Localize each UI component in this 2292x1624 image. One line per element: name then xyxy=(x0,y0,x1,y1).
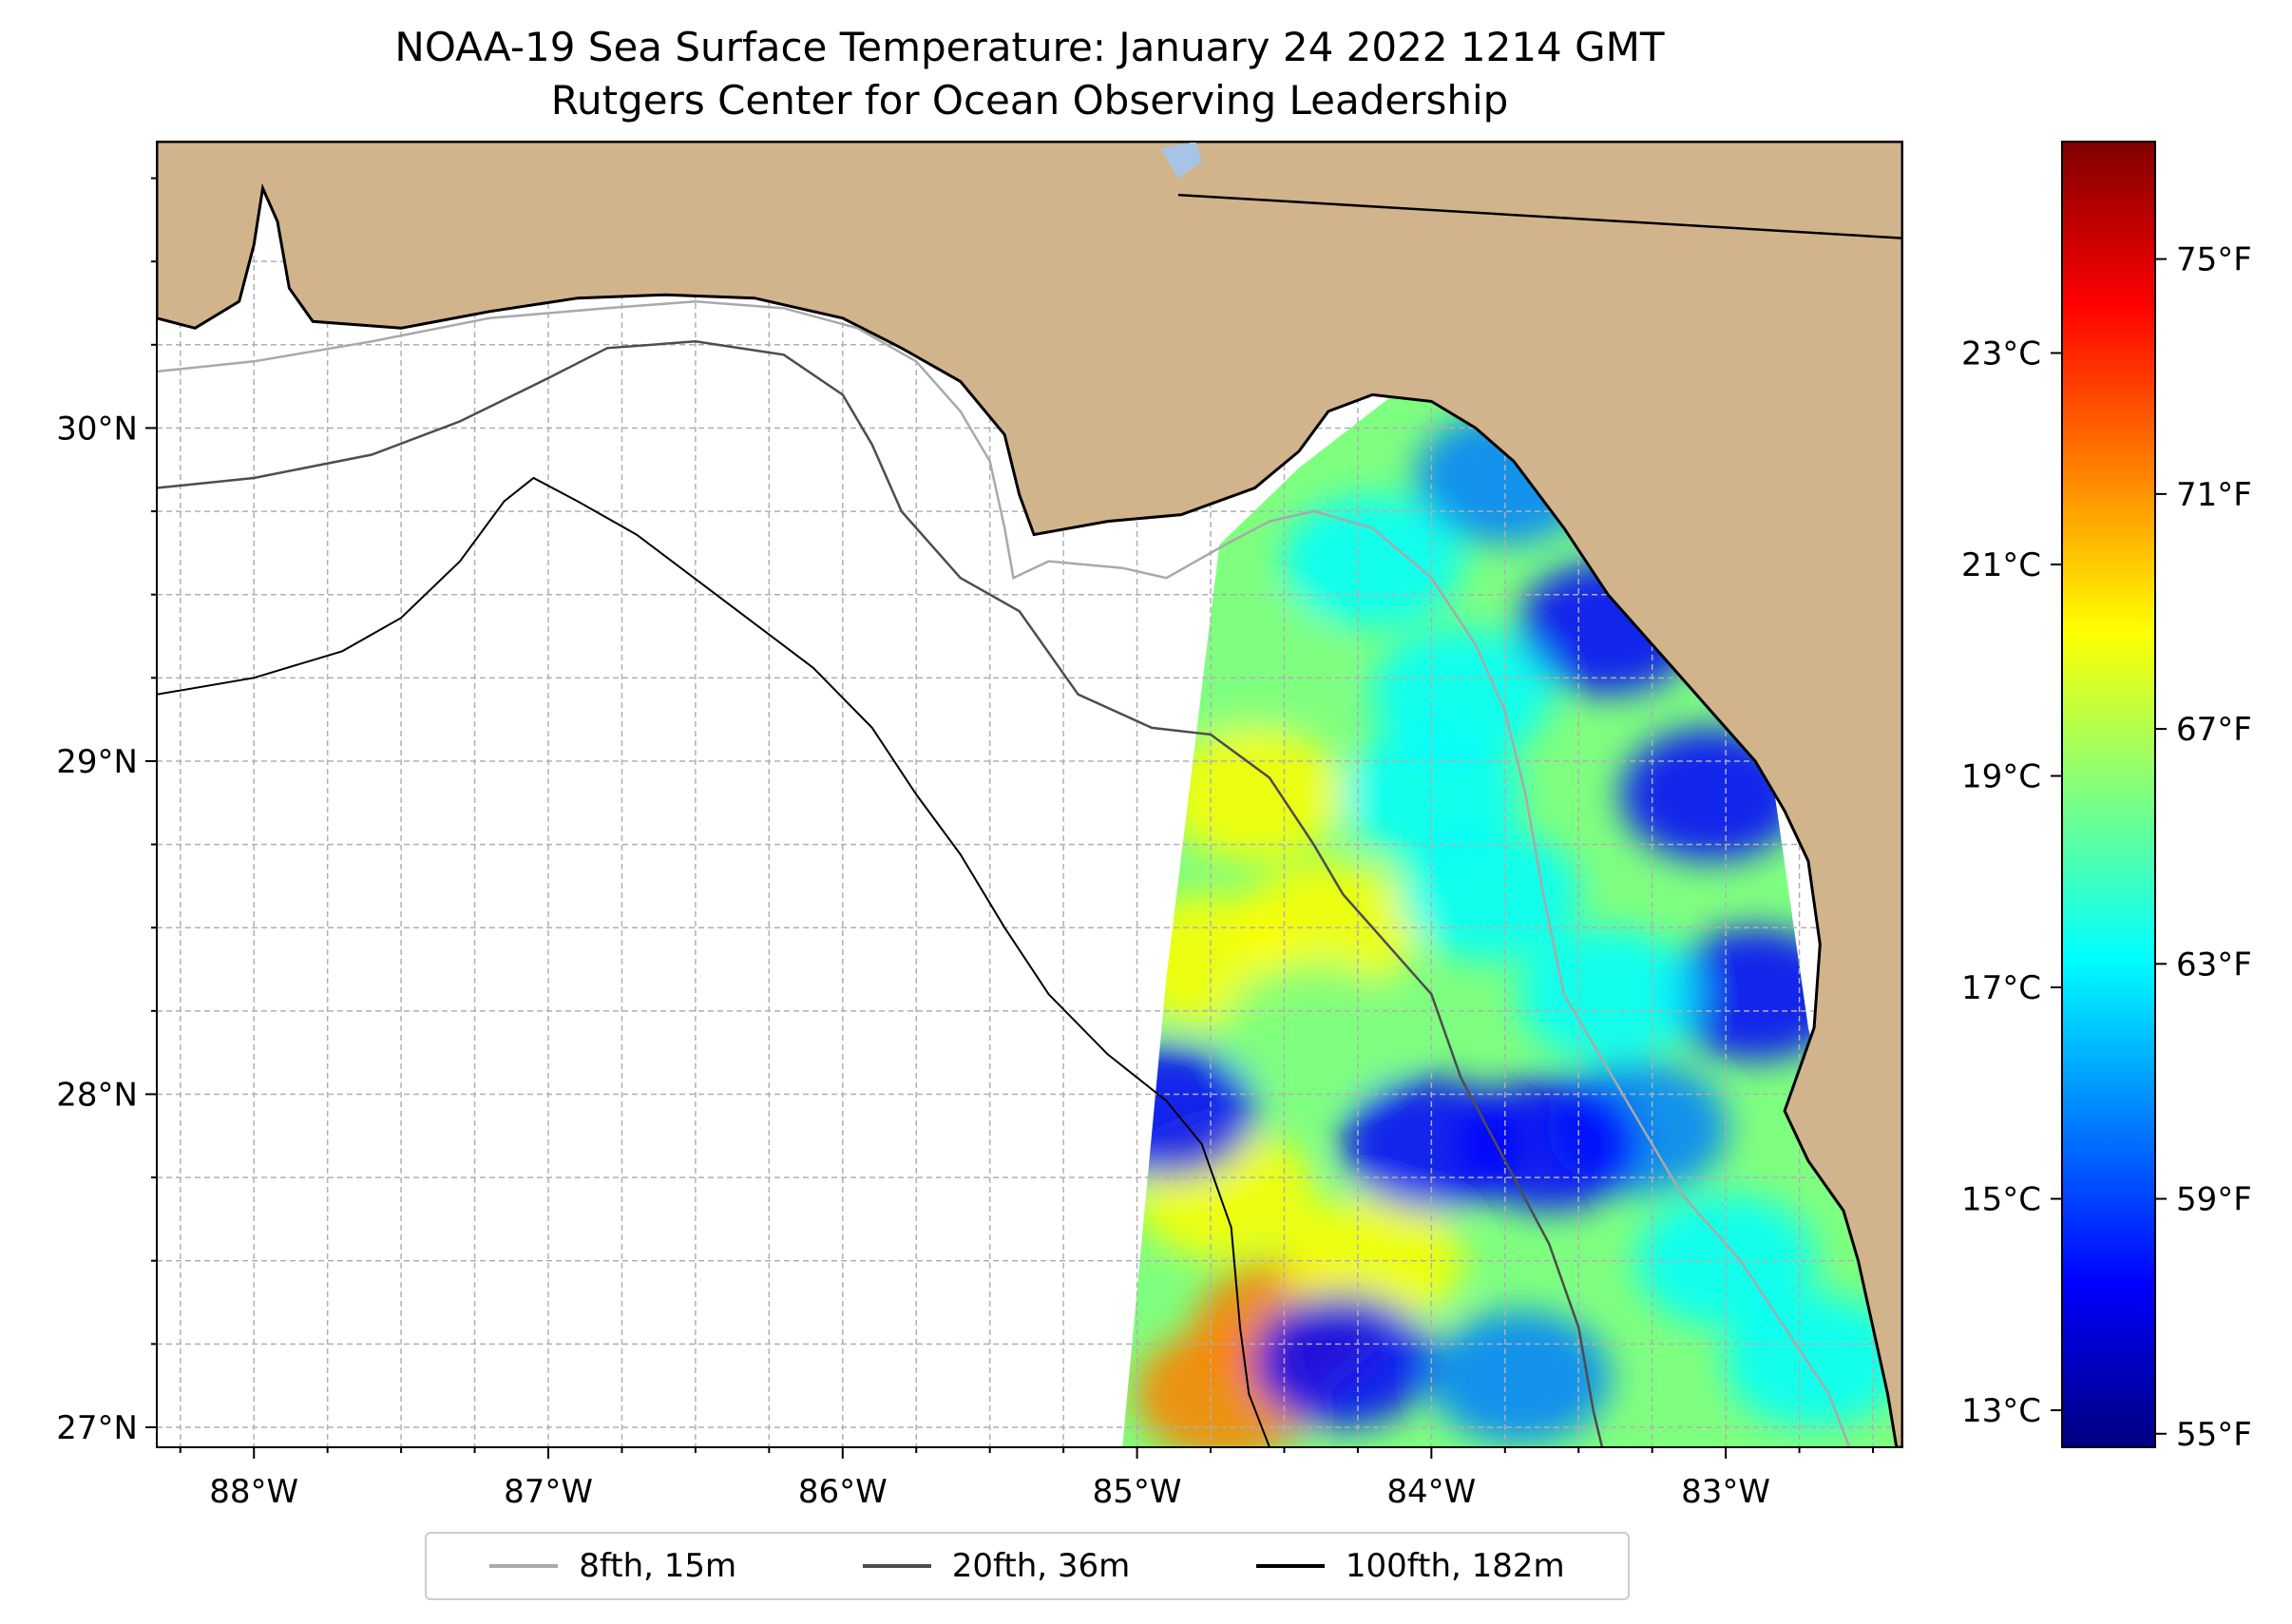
fahrenheit-tick-label: 71°F xyxy=(2176,476,2252,514)
lake xyxy=(1160,142,1202,179)
legend-label-8fth: 8fth, 15m xyxy=(579,1547,737,1585)
legend-swatch-8fth xyxy=(489,1564,559,1568)
sst-patch xyxy=(1724,1293,1902,1427)
fahrenheit-tick-label: 55°F xyxy=(2176,1416,2252,1454)
sst-patch xyxy=(1282,1194,1463,1328)
map-title: NOAA-19 Sea Surface Temperature: January… xyxy=(157,21,1902,127)
celsius-tick-label: 23°C xyxy=(1961,335,2041,373)
latitude-tick-label: 27°N xyxy=(56,1409,138,1447)
longitude-tick-label: 85°W xyxy=(1093,1473,1182,1511)
legend-item: 8fth, 15m xyxy=(489,1547,736,1585)
isobath-legend: 8fth, 15m 20fth, 36m 100fth, 182m xyxy=(425,1532,1630,1600)
longitude-tick-label: 88°W xyxy=(209,1473,298,1511)
map-axes: 88°W 87°W 86°W 85°W 84°W 83°W 30°N 29°N 28°N 27°N xyxy=(56,177,1875,1511)
isobath-line xyxy=(157,299,1851,1447)
sst-patch xyxy=(1122,1043,1257,1177)
longitude-tick-label: 87°W xyxy=(504,1473,593,1511)
fahrenheit-tick-label: 59°F xyxy=(2176,1181,2252,1219)
isobath-line xyxy=(157,476,1270,1447)
celsius-tick-label: 13°C xyxy=(1961,1392,2041,1430)
state-border xyxy=(1177,193,1902,239)
colorbar-ticks: 23°C 21°C 19°C 17°C 15°C 13°C 75°F 71°F 67°F 63°F… xyxy=(1961,241,2252,1454)
title-line-1: NOAA-19 Sea Surface Temperature: January… xyxy=(394,24,1665,70)
isobath-lines xyxy=(157,299,1851,1447)
legend-label-100fth: 100fth, 182m xyxy=(1345,1547,1565,1585)
title-line-2: Rutgers Center for Ocean Observing Leade… xyxy=(550,77,1509,124)
latitude-tick-label: 29°N xyxy=(56,743,138,781)
celsius-tick-label: 19°C xyxy=(1961,758,2041,796)
sst-patch xyxy=(1429,1310,1611,1444)
legend-item: 20fth, 36m xyxy=(862,1547,1131,1585)
land-mass xyxy=(157,142,1902,1447)
sst-patch xyxy=(1223,961,1404,1095)
sst-patch xyxy=(1370,627,1552,761)
legend-swatch-20fth xyxy=(862,1564,931,1568)
sst-patch xyxy=(1459,1078,1640,1212)
fahrenheit-tick-label: 67°F xyxy=(2176,711,2252,749)
longitude-tick-label: 83°W xyxy=(1681,1473,1770,1511)
fahrenheit-tick-label: 63°F xyxy=(2176,946,2252,984)
fahrenheit-tick-label: 75°F xyxy=(2176,241,2252,279)
legend-item: 100fth, 182m xyxy=(1255,1547,1565,1585)
latitude-tick-label: 30°N xyxy=(56,410,138,448)
map-frame xyxy=(156,141,1903,1448)
celsius-tick-label: 15°C xyxy=(1961,1181,2041,1219)
legend-label-20fth: 20fth, 36m xyxy=(951,1547,1131,1585)
celsius-tick-label: 17°C xyxy=(1961,969,2041,1007)
sst-patch xyxy=(1518,927,1699,1061)
longitude-tick-label: 84°W xyxy=(1386,1473,1476,1511)
sst-patch xyxy=(1252,1293,1434,1427)
colorbar xyxy=(2061,141,2156,1448)
legend-swatch-100fth xyxy=(1255,1564,1325,1568)
latitude-tick-label: 28°N xyxy=(56,1076,138,1114)
isobath-line xyxy=(157,340,1604,1447)
sst-patch xyxy=(1282,494,1463,628)
longitude-tick-label: 86°W xyxy=(798,1473,888,1511)
celsius-tick-label: 21°C xyxy=(1961,546,2041,584)
